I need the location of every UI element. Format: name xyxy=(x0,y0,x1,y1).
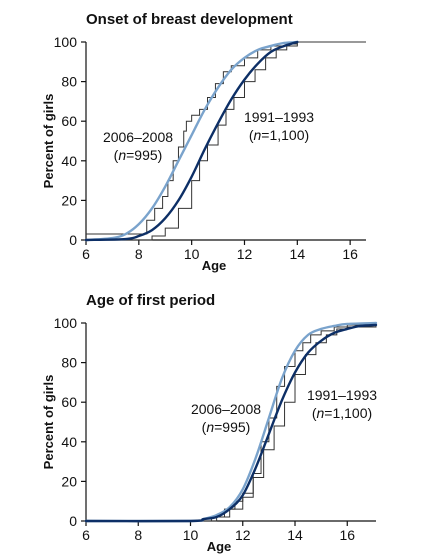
n-value: =995 xyxy=(126,147,158,163)
y-tick-label: 40 xyxy=(61,153,77,169)
y-tick-label: 80 xyxy=(61,355,77,371)
chart-breast-development: Onset of breast development 0 20 40 60 80 100… xyxy=(41,11,366,273)
smooth-curve-series-1 xyxy=(84,40,299,242)
n-value: =1,100 xyxy=(324,405,367,421)
x-axis-label: Age xyxy=(207,539,232,554)
smooth-curve-series-1 xyxy=(84,323,378,523)
x-tick-label: 16 xyxy=(342,246,358,262)
n-italic: n xyxy=(316,405,324,421)
smooth-curve-series-0 xyxy=(84,40,299,242)
y-tick-label: 20 xyxy=(61,473,77,489)
step-line-series-0 xyxy=(86,41,366,235)
y-tick-label: 80 xyxy=(61,74,77,90)
y-tick-label: 0 xyxy=(69,232,77,248)
chart-title: Onset of breast development xyxy=(86,11,293,28)
x-tick-label: 12 xyxy=(235,527,251,543)
x-tick-label: 10 xyxy=(184,246,200,262)
y-tick-label: 0 xyxy=(69,513,77,529)
x-tick-label: 16 xyxy=(339,527,355,543)
step-line-series-1 xyxy=(86,41,366,241)
chart-first-period: Age of first period 0 20 40 60 80 100 6 8 10 12 1… xyxy=(41,292,377,554)
series-label-period: 2006–2008 xyxy=(103,129,173,145)
x-tick-label: 12 xyxy=(237,246,253,262)
series-label-sample-size-1991-1993: (n=1,100) xyxy=(249,127,309,143)
chart-title: Age of first period xyxy=(86,292,215,309)
n-value: =995 xyxy=(214,419,246,435)
y-tick-label: 100 xyxy=(54,34,78,50)
n-italic: n xyxy=(118,147,126,163)
n-value: =1,100 xyxy=(261,127,304,143)
series-label-2006-2008: 2006–2008 xyxy=(103,129,173,145)
plot-area: 0 20 40 60 80 100 6 8 10 12 14 16 xyxy=(54,315,378,543)
series-label-2006-2008: 2006–2008 xyxy=(191,401,261,417)
series-label-sample-size-1991-1993: (n=1,100) xyxy=(312,405,372,421)
x-tick-label: 14 xyxy=(290,246,306,262)
x-tick-label: 6 xyxy=(82,246,90,262)
series-label-1991-1993: 1991–1993 xyxy=(244,109,314,125)
y-axis-label: Percent of girls xyxy=(41,94,56,189)
x-tick-label: 6 xyxy=(82,527,90,543)
y-tick-label: 60 xyxy=(61,113,77,129)
x-axis-label: Age xyxy=(202,258,227,273)
x-tick-label: 8 xyxy=(135,246,143,262)
x-tick-label: 14 xyxy=(287,527,303,543)
y-tick-label: 100 xyxy=(54,315,78,331)
y-tick-label: 40 xyxy=(61,434,77,450)
n-italic: n xyxy=(206,419,214,435)
series-label-period: 2006–2008 xyxy=(191,401,261,417)
x-tick-label: 8 xyxy=(134,527,142,543)
y-tick-label: 20 xyxy=(61,192,77,208)
plot-area: 0 20 40 60 80 100 6 8 10 12 14 16 xyxy=(54,34,366,262)
n-italic: n xyxy=(253,127,261,143)
series-label-1991-1993: 1991–1993 xyxy=(307,387,377,403)
x-tick-label: 10 xyxy=(183,527,199,543)
series-label-sample-size-2006-2008: (n=995) xyxy=(202,419,251,435)
series-label-sample-size-2006-2008: (n=995) xyxy=(114,147,163,163)
series-label-period: 1991–1993 xyxy=(307,387,377,403)
series-label-period: 1991–1993 xyxy=(244,109,314,125)
y-tick-label: 60 xyxy=(61,394,77,410)
y-axis-label: Percent of girls xyxy=(41,375,56,470)
